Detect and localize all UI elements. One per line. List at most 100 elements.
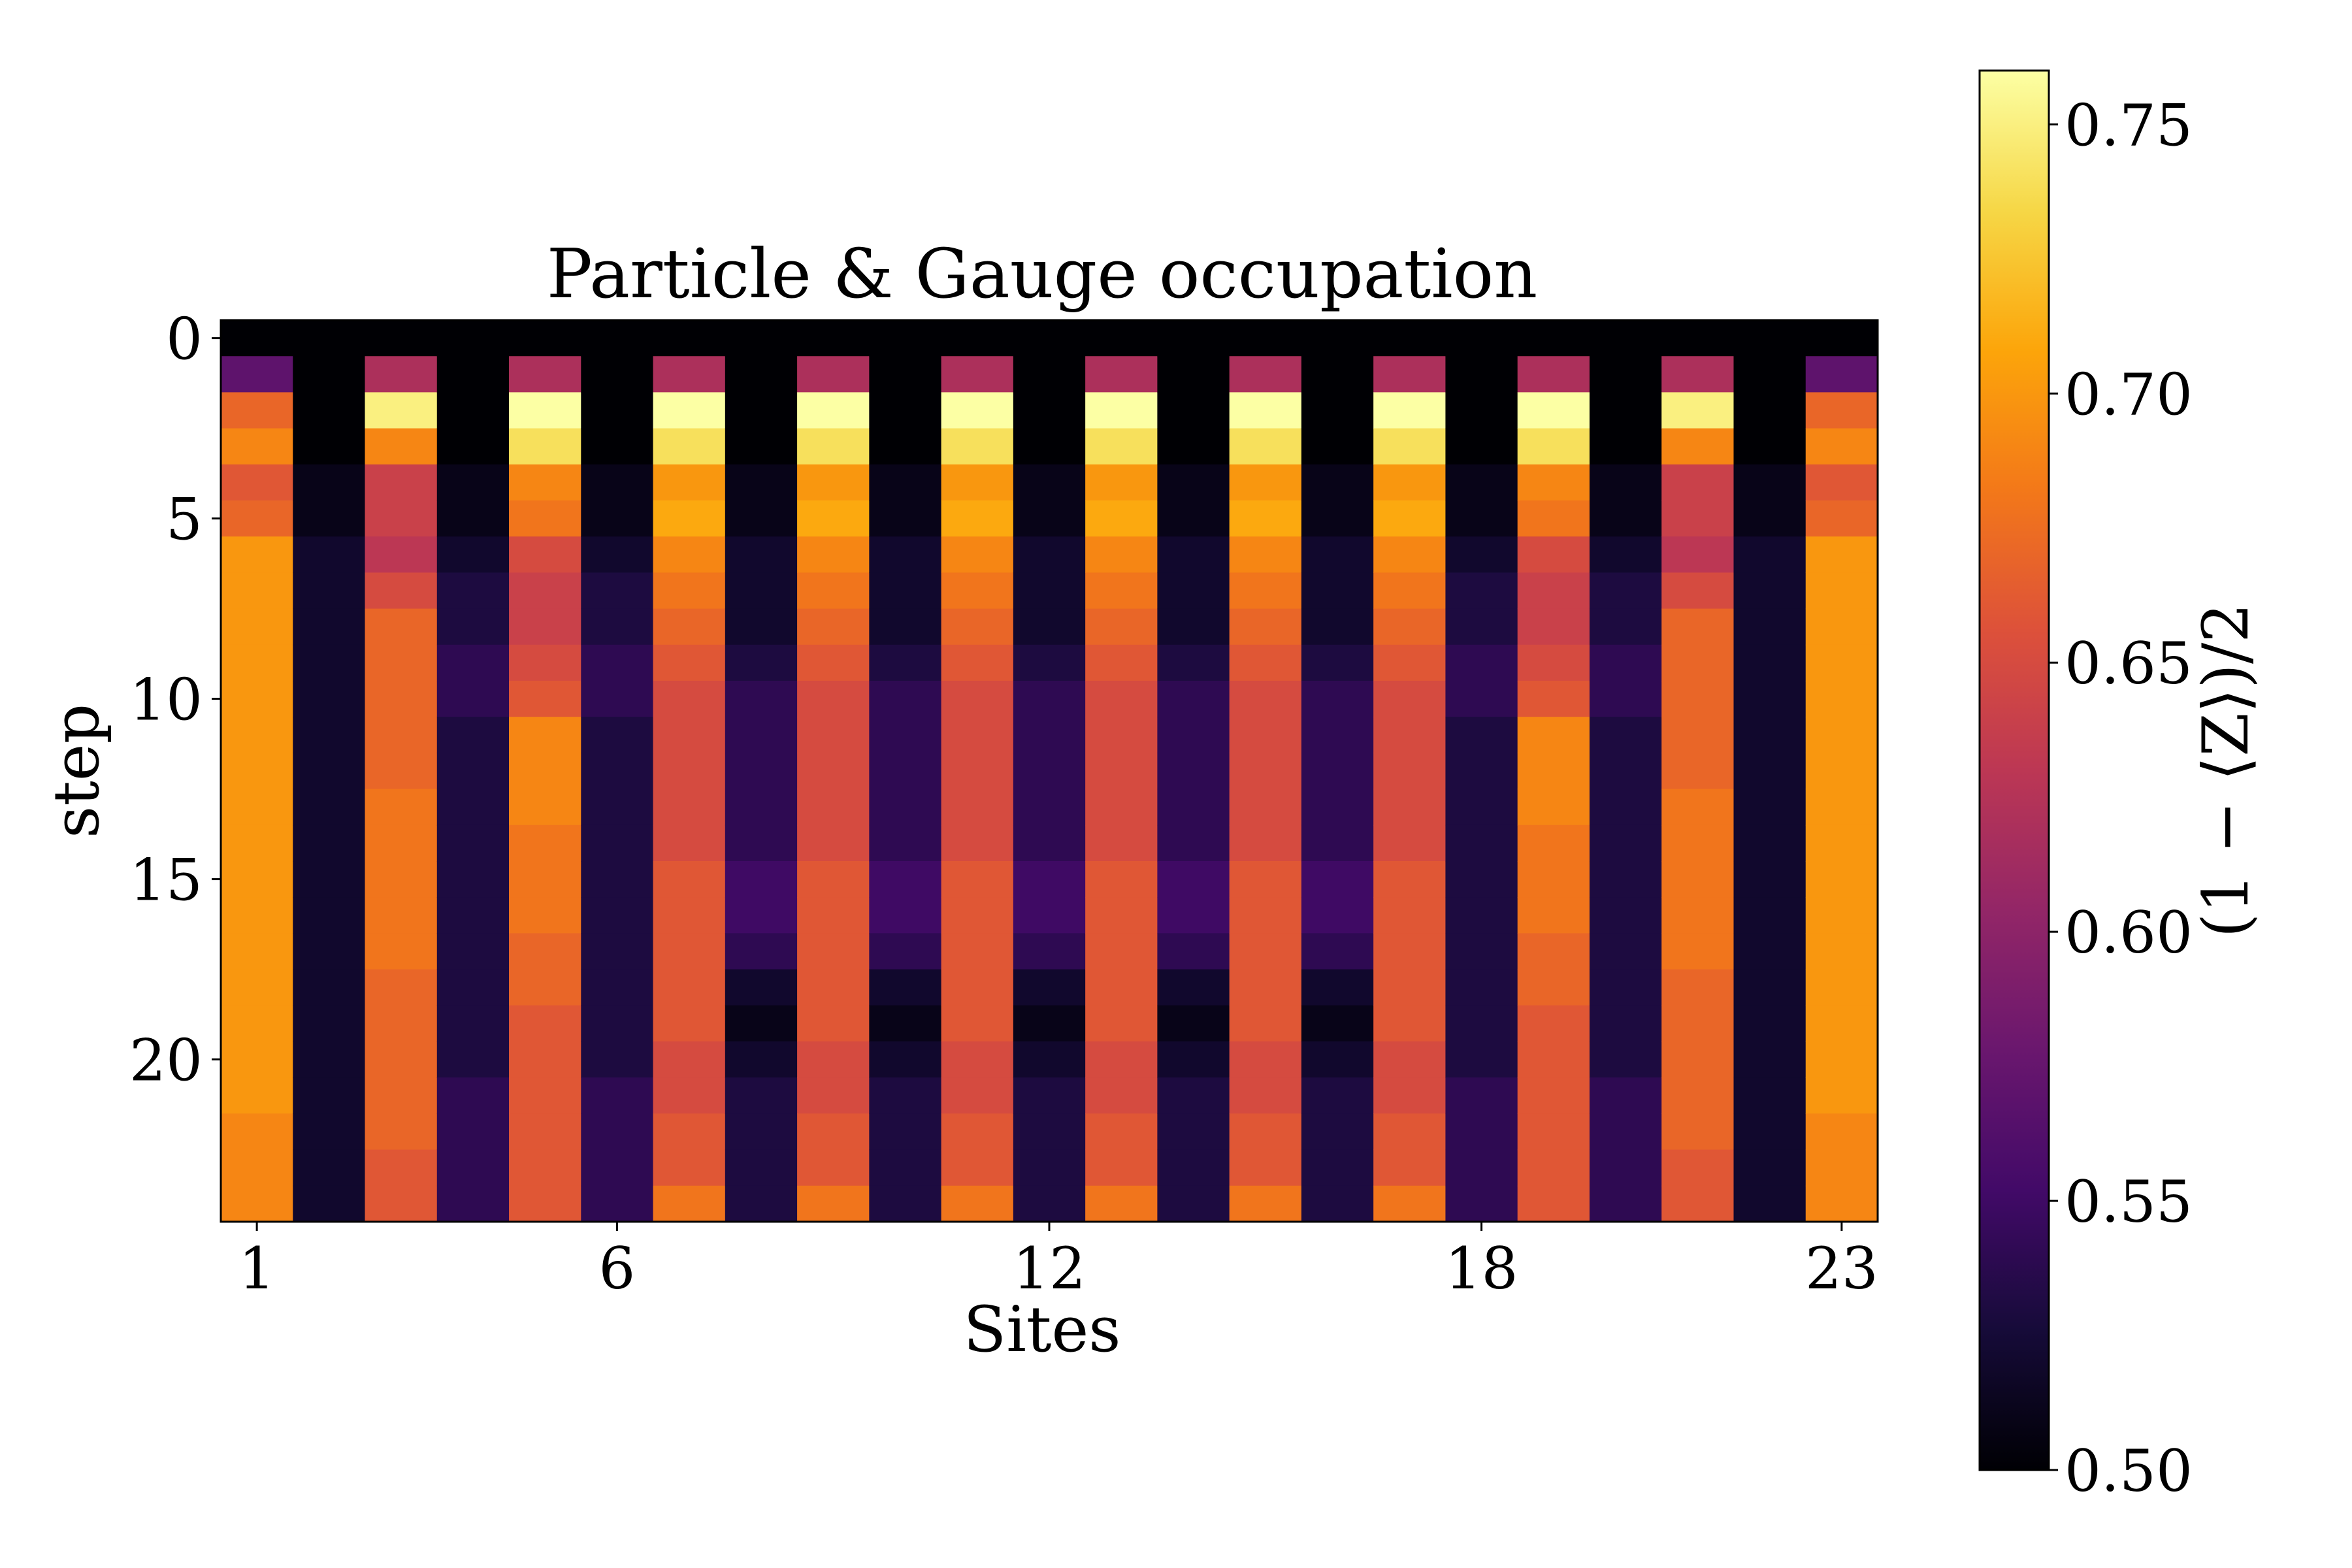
heatmap-cell: [1661, 1185, 1735, 1222]
heatmap-cell: [1589, 789, 1662, 826]
heatmap-cell: [1013, 1149, 1086, 1186]
heatmap-cell: [509, 861, 581, 898]
heatmap-cell: [869, 1113, 942, 1151]
heatmap-cell: [1805, 1005, 1878, 1042]
heatmap-cell: [1733, 1041, 1806, 1078]
heatmap-cell: [436, 1185, 510, 1222]
heatmap-cell: [1589, 572, 1662, 610]
heatmap-cell: [1661, 428, 1735, 465]
heatmap-cell: [941, 464, 1014, 501]
heatmap-cell: [509, 320, 581, 357]
heatmap-cell: [1229, 572, 1302, 610]
heatmap-cell: [1445, 1005, 1518, 1042]
heatmap-cell: [1013, 356, 1086, 393]
heatmap-cell: [365, 1185, 438, 1222]
heatmap-cell: [293, 1149, 366, 1186]
heatmap-cell: [869, 608, 942, 645]
heatmap-cell: [581, 356, 654, 393]
heatmap-cell: [725, 1041, 798, 1078]
heatmap-cell: [1805, 392, 1878, 429]
heatmap-cell: [1301, 464, 1374, 501]
heatmap-cell: [1589, 536, 1662, 573]
heatmap-cell: [1733, 1113, 1806, 1151]
heatmap-cell: [1661, 681, 1735, 717]
heatmap-cell: [653, 825, 726, 862]
heatmap-cell: [797, 1113, 870, 1151]
heatmap-cell: [653, 572, 726, 610]
heatmap-cell: [436, 825, 510, 862]
heatmap-cell: [653, 933, 726, 970]
heatmap-cell: [1589, 861, 1662, 898]
heatmap-cell: [725, 428, 798, 465]
colorbar-label: (1 − ⟨Z⟩)/2: [2189, 603, 2262, 938]
heatmap-cell: [365, 897, 438, 934]
heatmap-cell: [293, 969, 366, 1006]
heatmap-cell: [1517, 1005, 1590, 1042]
heatmap-cell: [1805, 428, 1878, 465]
heatmap-cell: [293, 644, 366, 681]
heatmap-cell: [581, 825, 654, 862]
heatmap-cell: [581, 681, 654, 717]
heatmap-cell: [725, 969, 798, 1006]
heatmap-cell: [1157, 969, 1230, 1006]
heatmap-cell: [653, 320, 726, 357]
heatmap-cell: [1589, 320, 1662, 357]
heatmap-cell: [653, 1041, 726, 1078]
heatmap-cell: [1445, 608, 1518, 645]
heatmap-cell: [1445, 428, 1518, 465]
heatmap-cell: [1229, 1149, 1302, 1186]
heatmap-cell: [1589, 933, 1662, 970]
heatmap-cell: [436, 464, 510, 501]
heatmap-cell: [1733, 644, 1806, 681]
heatmap-cell: [797, 320, 870, 357]
heatmap-cell: [1301, 1005, 1374, 1042]
heatmap-cell: [1157, 464, 1230, 501]
heatmap-cell: [1085, 681, 1158, 717]
heatmap-cell: [1301, 681, 1374, 717]
heatmap-cell: [1301, 825, 1374, 862]
heatmap-cell: [1013, 1185, 1086, 1222]
heatmap-cell: [1085, 500, 1158, 537]
heatmap-cell: [581, 1113, 654, 1151]
heatmap-cell: [293, 861, 366, 898]
heatmap-cell: [1013, 644, 1086, 681]
heatmap-cell: [293, 572, 366, 610]
heatmap-cell: [1445, 500, 1518, 537]
heatmap-cell: [725, 356, 798, 393]
heatmap-cell: [1301, 320, 1374, 357]
heatmap-cell: [509, 356, 581, 393]
heatmap-cell: [1805, 825, 1878, 862]
heatmap-cell: [509, 428, 581, 465]
heatmap-cell: [1733, 320, 1806, 357]
heatmap-cell: [1373, 717, 1446, 753]
heatmap-cell: [1733, 464, 1806, 501]
heatmap-cell: [941, 861, 1014, 898]
heatmap-cell: [797, 1041, 870, 1078]
heatmap-cell: [1085, 320, 1158, 357]
heatmap-cell: [436, 789, 510, 826]
heatmap-cell: [1229, 356, 1302, 393]
heatmap-cell: [653, 500, 726, 537]
heatmap-cell: [653, 1113, 726, 1151]
heatmap-cell: [1805, 644, 1878, 681]
heatmap-cell: [941, 1005, 1014, 1042]
heatmap-cell: [365, 789, 438, 826]
heatmap-cell: [436, 572, 510, 610]
heatmap-cell: [1805, 969, 1878, 1006]
heatmap-cell: [653, 392, 726, 429]
heatmap-cell: [1373, 681, 1446, 717]
heatmap-cell: [1157, 1113, 1230, 1151]
heatmap-cell: [1805, 500, 1878, 537]
heatmap-cell: [1229, 897, 1302, 934]
heatmap-cell: [436, 536, 510, 573]
heatmap-cell: [365, 572, 438, 610]
heatmap-cell: [941, 572, 1014, 610]
y-axis-ticks: 0 5 10 15 20: [129, 306, 221, 1094]
heatmap-cell: [1805, 1149, 1878, 1186]
heatmap-cell: [1517, 392, 1590, 429]
heatmap-cell: [869, 1005, 942, 1042]
heatmap-cell: [581, 933, 654, 970]
heatmap-cell: [1013, 933, 1086, 970]
heatmap-cell: [1085, 969, 1158, 1006]
heatmap-cell: [653, 1149, 726, 1186]
